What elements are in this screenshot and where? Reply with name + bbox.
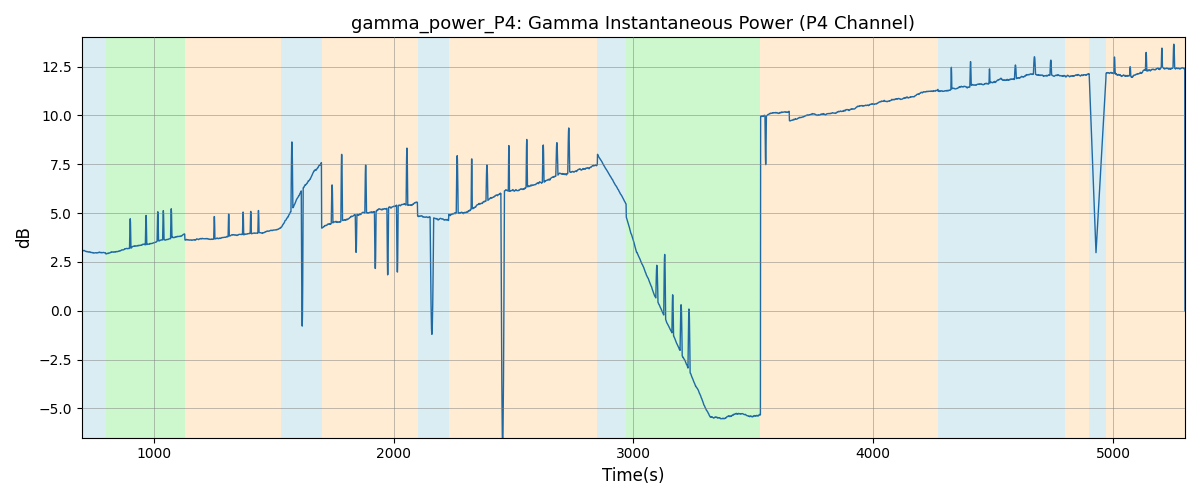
Bar [598,38,626,438]
Bar [790,38,938,438]
Bar [106,38,185,438]
Bar [418,38,449,438]
Bar [761,38,790,438]
Bar [1090,38,1106,438]
Bar [626,38,761,438]
Bar [185,38,281,438]
Bar [938,38,1066,438]
Bar [1106,38,1186,438]
Bar [82,38,106,438]
Bar [281,38,322,438]
Bar [322,38,418,438]
X-axis label: Time(s): Time(s) [602,467,665,485]
Y-axis label: dB: dB [14,226,34,248]
Bar [449,38,598,438]
Bar [1066,38,1090,438]
Title: gamma_power_P4: Gamma Instantaneous Power (P4 Channel): gamma_power_P4: Gamma Instantaneous Powe… [352,15,916,34]
